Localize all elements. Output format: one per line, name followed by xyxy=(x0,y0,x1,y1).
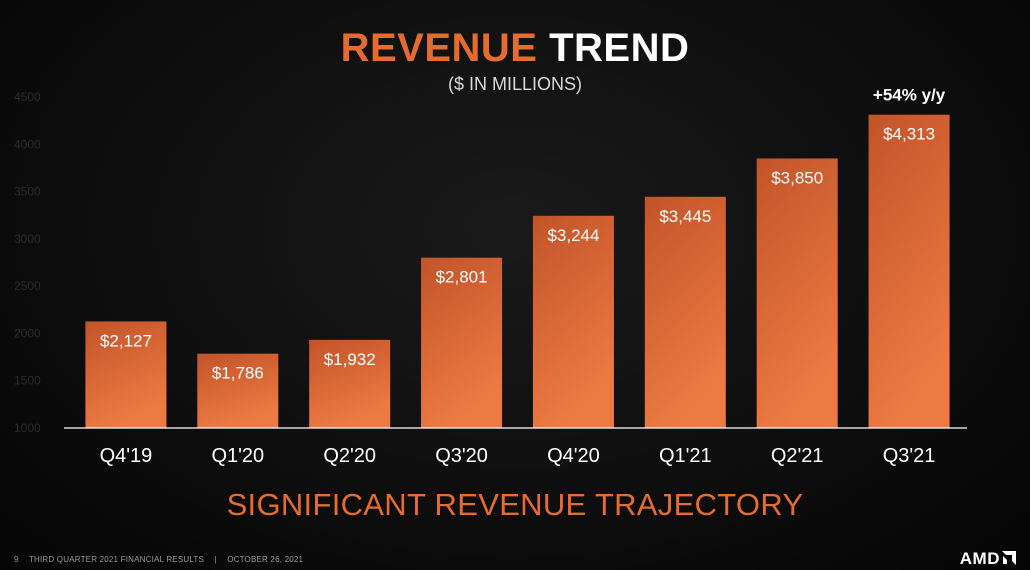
chart-subtitle: ($ IN MILLIONS) xyxy=(447,74,583,94)
bar xyxy=(756,158,838,428)
bar xyxy=(421,257,503,428)
footer-separator: | xyxy=(214,555,217,564)
y-tick-label: 2500 xyxy=(14,279,41,293)
x-tick-label: Q3'21 xyxy=(883,445,936,467)
bar-value-label: $2,801 xyxy=(436,268,488,287)
bar xyxy=(197,353,279,428)
x-tick-label: Q1'20 xyxy=(211,445,264,467)
bar-value-label: $1,786 xyxy=(212,364,264,383)
bar-value-label: $4,313 xyxy=(883,125,935,144)
bar-value-label: $3,445 xyxy=(659,207,711,226)
title-accent: REVENUE xyxy=(340,26,538,70)
footer: 9 THIRD QUARTER 2021 FINANCIAL RESULTS |… xyxy=(14,555,311,564)
x-tick-label: Q2'21 xyxy=(771,445,824,467)
bar xyxy=(85,321,167,428)
bar xyxy=(309,339,391,428)
title-main: TREND xyxy=(549,26,690,70)
y-tick-label: 3500 xyxy=(14,185,41,199)
tagline: SIGNIFICANT REVENUE TRAJECTORY xyxy=(226,487,804,522)
footer-deck-title: THIRD QUARTER 2021 FINANCIAL RESULTS xyxy=(28,555,205,564)
x-tick-label: Q4'19 xyxy=(100,445,153,467)
chart-title: REVENUE TREND xyxy=(0,26,1030,71)
amd-logo: AMD xyxy=(960,549,1016,569)
bar-value-label: $3,244 xyxy=(547,226,599,245)
revenue-bar-chart: 1000 1500 2000 2500 3000 3500 4000 4500 $2,127 $… xyxy=(14,86,950,467)
x-tick-label: Q2'20 xyxy=(323,445,376,467)
bar xyxy=(644,196,726,428)
footer-page-number: 9 xyxy=(14,555,19,564)
x-tick-label: Q4'20 xyxy=(547,445,600,467)
y-tick-label: 2000 xyxy=(14,326,41,340)
y-tick-label: 3000 xyxy=(14,232,41,246)
x-tick-label: Q3'20 xyxy=(435,445,488,467)
y-tick-label: 4500 xyxy=(14,90,41,104)
footer-date: OCTOBER 26, 2021 xyxy=(227,555,304,564)
growth-annotation: +54% y/y xyxy=(873,86,946,105)
y-tick-label: 1500 xyxy=(14,374,41,388)
bar xyxy=(868,114,950,428)
bar-value-label: $1,932 xyxy=(324,350,376,369)
bar-value-label: $2,127 xyxy=(100,331,152,350)
bar-value-label: $3,850 xyxy=(771,168,823,187)
amd-arrow-icon xyxy=(1002,551,1016,565)
y-tick-label: 1000 xyxy=(14,421,41,435)
x-tick-label: Q1'21 xyxy=(659,445,712,467)
y-tick-label: 4000 xyxy=(14,137,41,151)
bar xyxy=(532,215,614,428)
